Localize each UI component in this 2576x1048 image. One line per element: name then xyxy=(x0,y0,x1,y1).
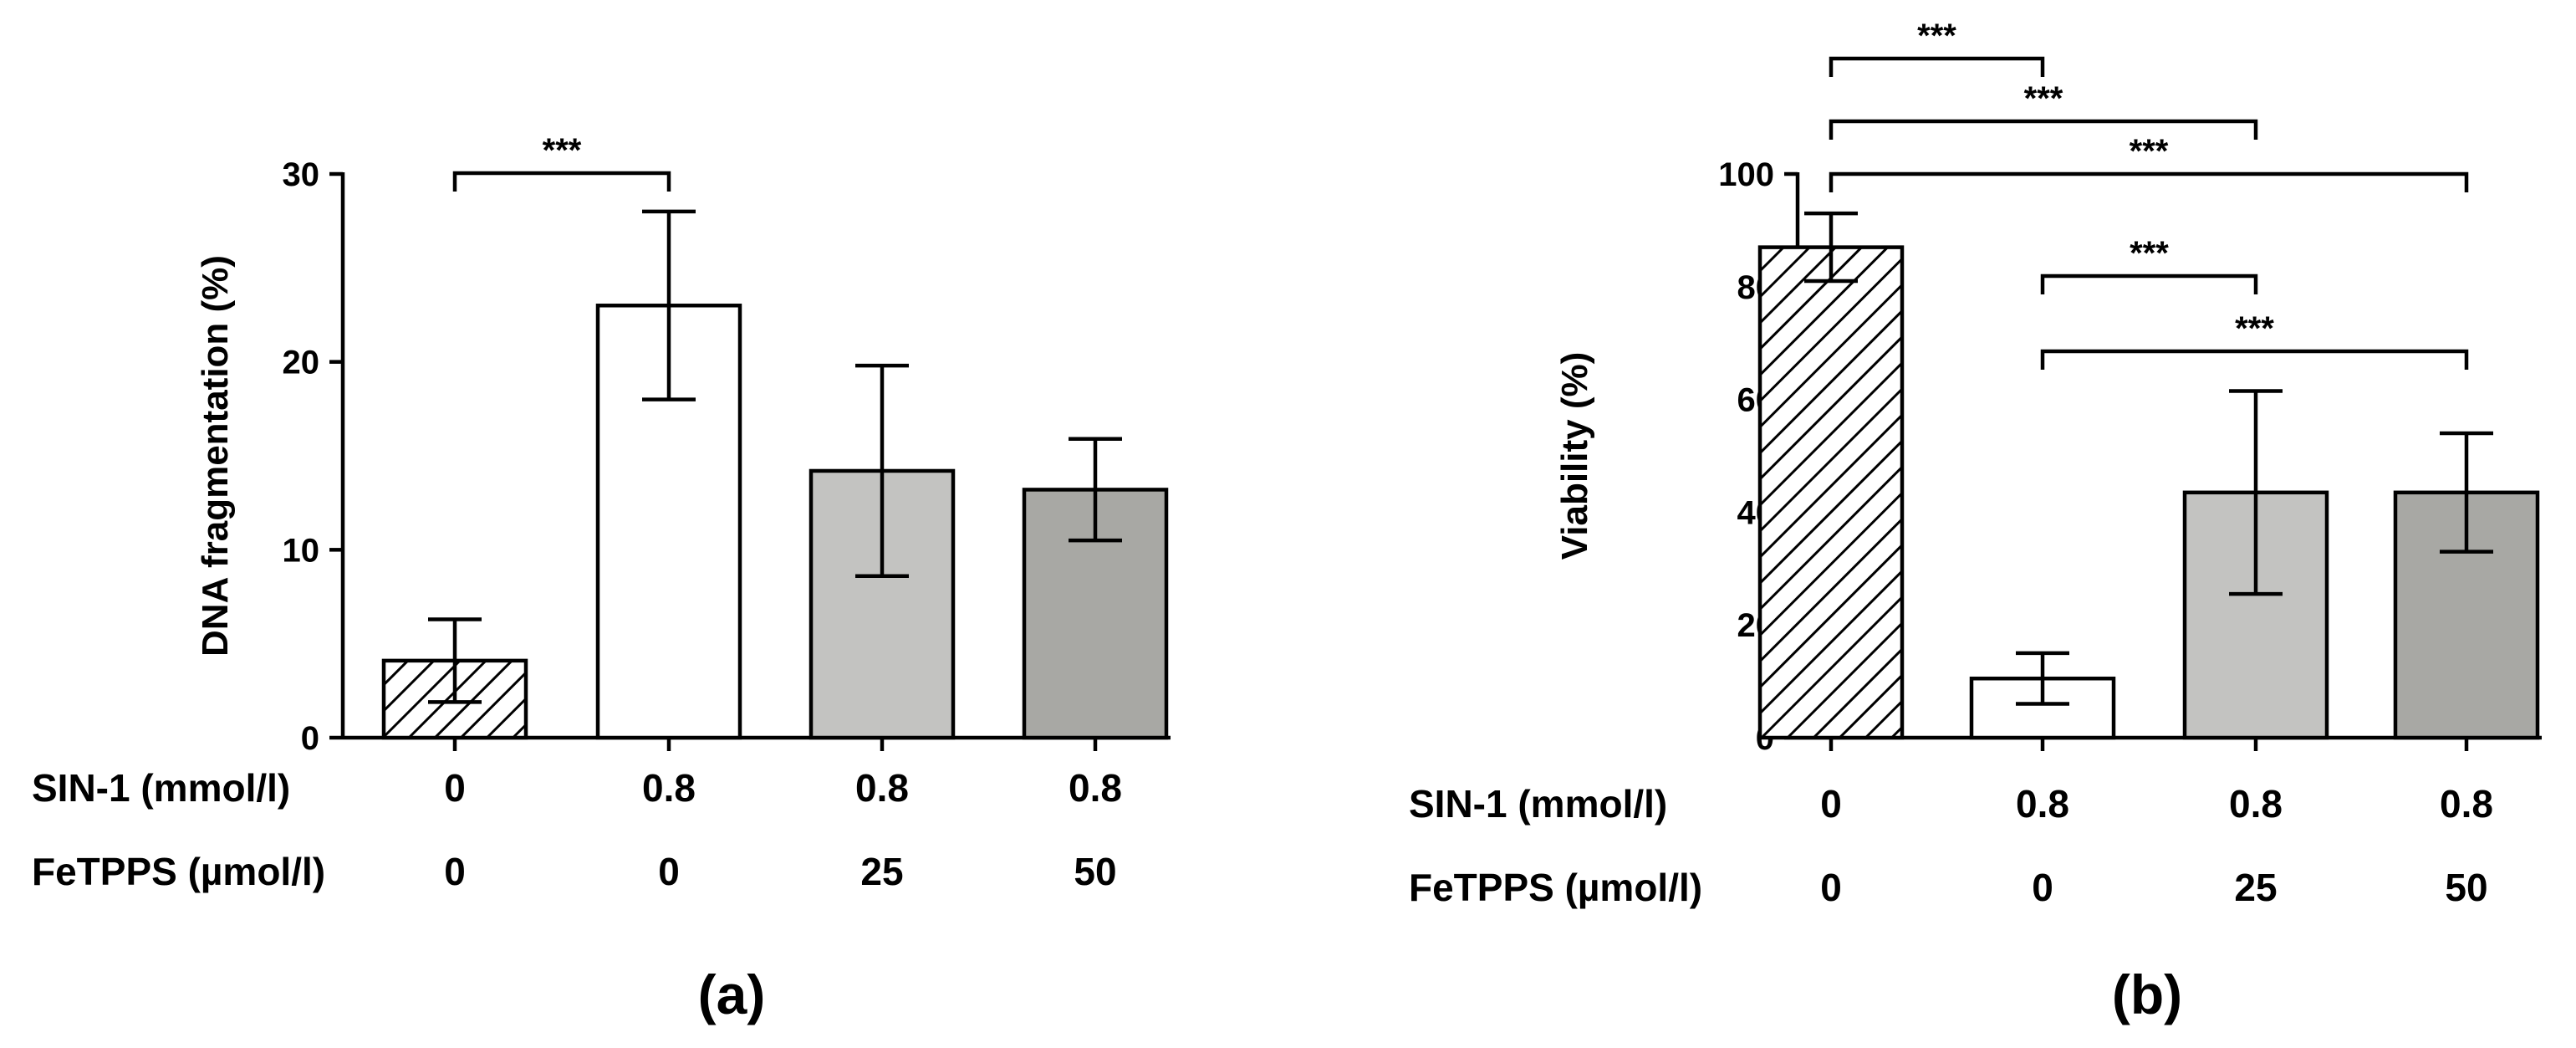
condition-value: 0.8 xyxy=(1069,766,1122,810)
significance-label: *** xyxy=(2024,80,2063,117)
panel-label: (b) xyxy=(2112,964,2182,1025)
condition-value: 50 xyxy=(1074,850,1116,893)
condition-value: 0 xyxy=(444,850,466,893)
y-tick-label: 30 xyxy=(283,156,320,193)
y-axis-title: Viability (%) xyxy=(1554,352,1595,560)
condition-value: 0 xyxy=(1820,782,1842,826)
condition-value: 0.8 xyxy=(2440,782,2493,826)
y-tick-label: 10 xyxy=(283,532,320,569)
condition-value: 0.8 xyxy=(2016,782,2069,826)
condition-row-label: SIN-1 (mmol/l) xyxy=(1409,782,1667,826)
significance-label: *** xyxy=(543,132,582,169)
panel-label: (a) xyxy=(698,964,766,1025)
significance-label: *** xyxy=(2235,310,2274,347)
condition-value: 50 xyxy=(2445,866,2487,909)
y-tick-label: 100 xyxy=(1718,156,1774,193)
significance-bracket xyxy=(1829,56,2045,77)
condition-value: 0.8 xyxy=(2229,782,2283,826)
condition-value: 25 xyxy=(860,850,903,893)
significance-bracket xyxy=(2040,349,2469,370)
condition-value: 25 xyxy=(2234,866,2277,909)
y-tick-label: 20 xyxy=(283,345,320,381)
panel-b: 020406080100Viability (%)SIN-1 (mmol/l)0… xyxy=(1409,18,2542,1025)
condition-value: 0.8 xyxy=(642,766,696,810)
condition-value: 0 xyxy=(1820,866,1842,909)
significance-bracket xyxy=(1829,171,2469,192)
condition-value: 0 xyxy=(658,850,680,893)
y-axis-title: DNA fragmentation (%) xyxy=(195,255,236,657)
panel-a: 0 10 20 30 DNA fragmentation (%) SIN-1 (mmol/… xyxy=(32,132,1171,1025)
significance-bracket xyxy=(452,171,671,192)
condition-row-label: FeTPPS (µmol/l) xyxy=(1409,866,1702,909)
significance-bracket xyxy=(2040,274,2258,294)
bar xyxy=(1757,245,1905,740)
condition-row-label: FeTPPS (µmol/l) xyxy=(32,850,325,893)
condition-value: 0 xyxy=(2032,866,2053,909)
significance-label: *** xyxy=(2130,235,2169,272)
significance-bracket xyxy=(1829,119,2258,140)
condition-value: 0 xyxy=(444,766,466,810)
significance-label: *** xyxy=(1917,18,1956,54)
y-tick-label: 0 xyxy=(301,720,319,757)
significance-label: *** xyxy=(2130,133,2169,170)
condition-row-label: SIN-1 (mmol/l) xyxy=(32,766,290,810)
condition-value: 0.8 xyxy=(855,766,909,810)
